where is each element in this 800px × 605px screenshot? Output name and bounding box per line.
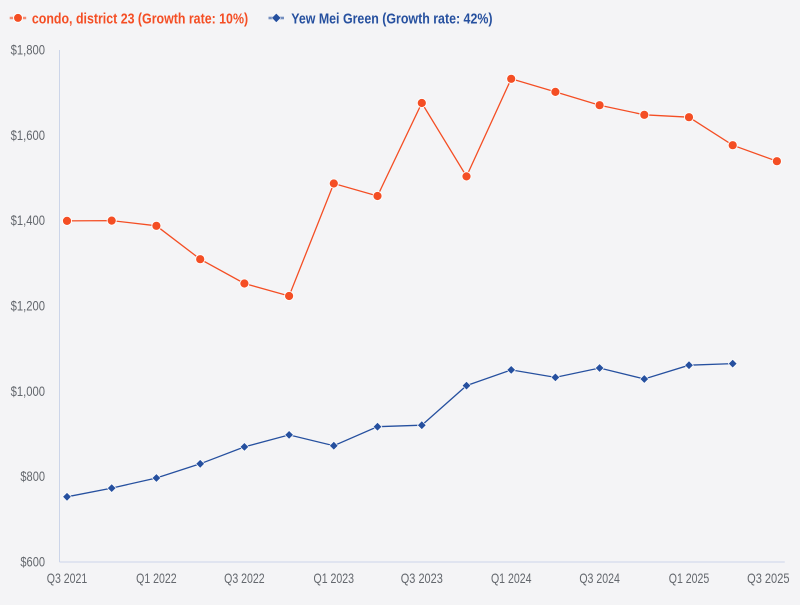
- svg-text:$1,000: $1,000: [11, 383, 46, 399]
- svg-text:Q3 2022: Q3 2022: [224, 570, 265, 586]
- svg-text:Q1 2024: Q1 2024: [491, 570, 532, 586]
- svg-text:Yew Mei Green (Growth rate: 42: Yew Mei Green (Growth rate: 42%): [291, 10, 492, 27]
- svg-text:Q3 2024: Q3 2024: [579, 570, 620, 586]
- svg-text:condo, district 23 (Growth rat: condo, district 23 (Growth rate: 10%): [32, 10, 248, 27]
- svg-text:$800: $800: [20, 468, 45, 484]
- svg-text:Q1 2025: Q1 2025: [669, 570, 710, 586]
- svg-text:$1,400: $1,400: [11, 212, 46, 228]
- svg-text:$1,800: $1,800: [11, 42, 46, 58]
- svg-text:Q1 2023: Q1 2023: [314, 570, 355, 586]
- svg-text:$1,200: $1,200: [11, 298, 46, 314]
- svg-text:Q1 2022: Q1 2022: [136, 570, 177, 586]
- svg-text:Q3 2021: Q3 2021: [47, 570, 88, 586]
- svg-text:Q3 2023: Q3 2023: [401, 570, 443, 586]
- svg-text:$600: $600: [20, 554, 45, 570]
- svg-text:Q3 2025: Q3 2025: [747, 570, 790, 586]
- svg-text:$1,600: $1,600: [11, 127, 46, 143]
